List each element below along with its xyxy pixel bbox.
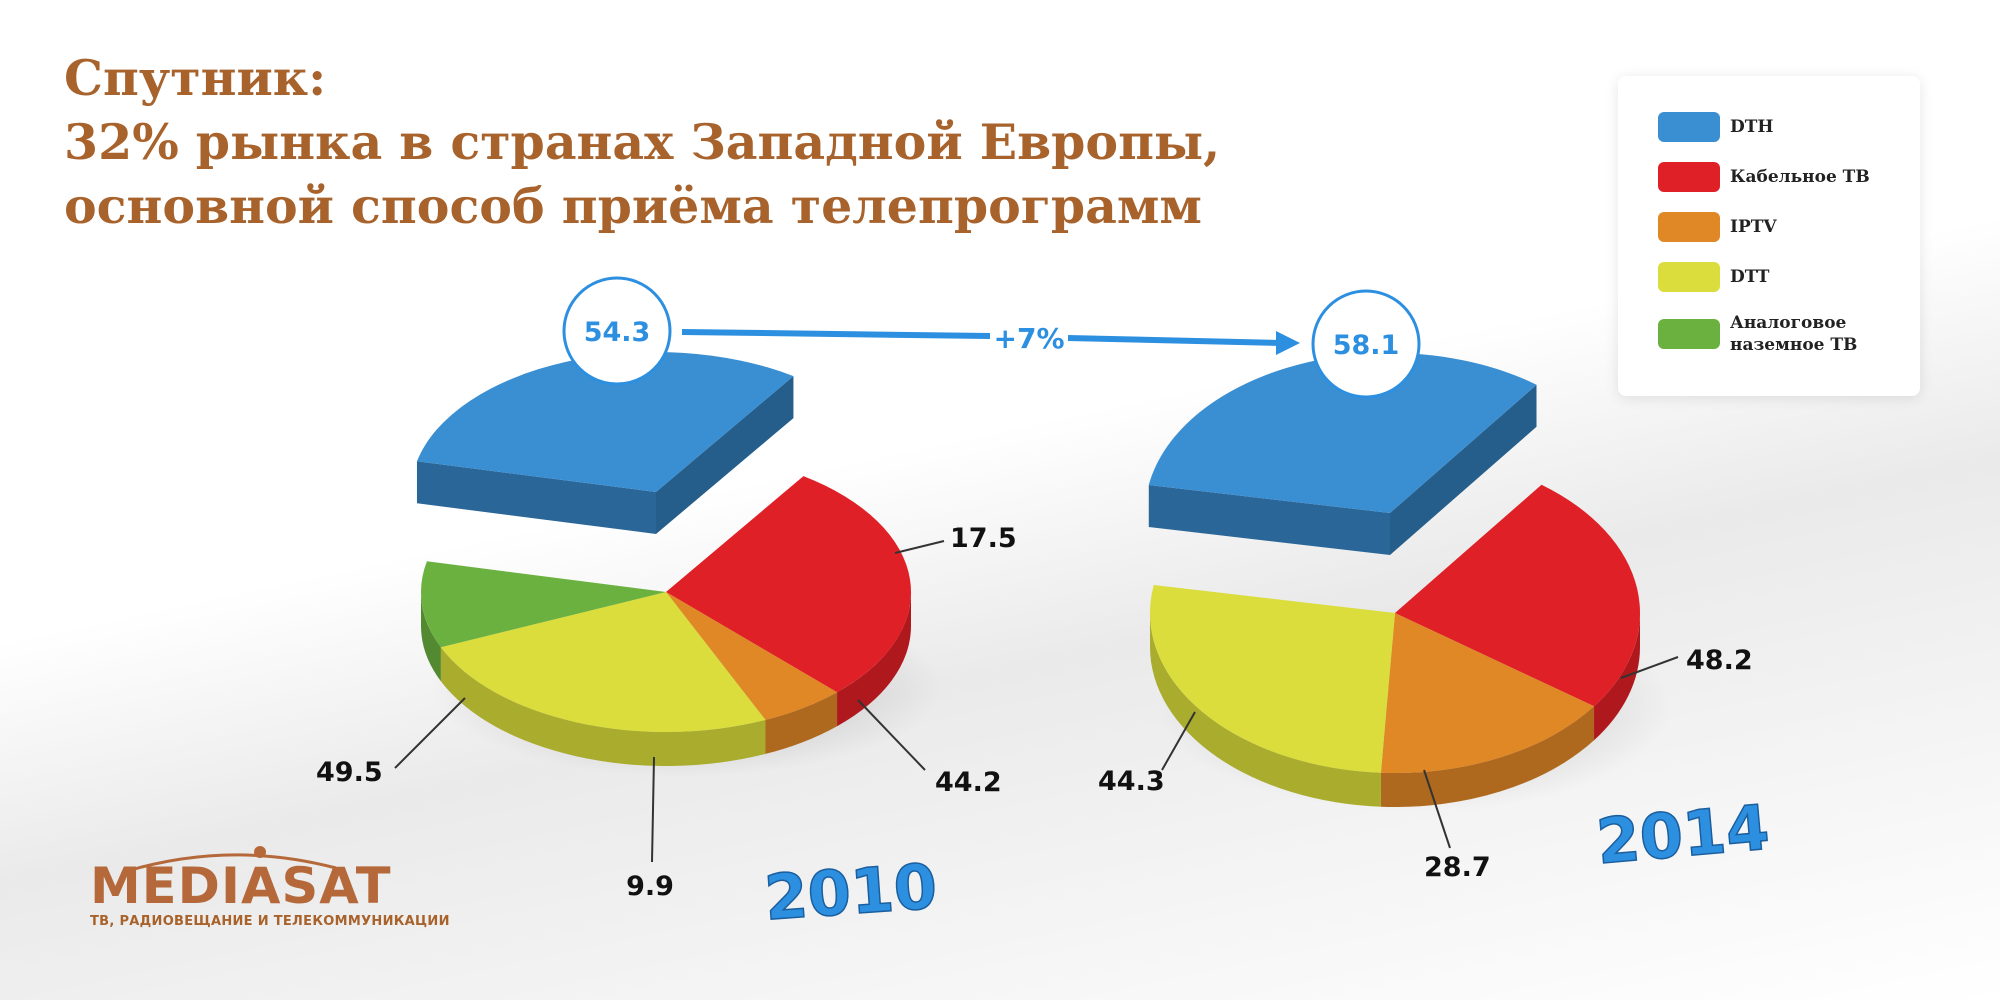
slice-iptv-2010 xyxy=(666,592,838,754)
slice-side xyxy=(1148,485,1390,555)
slice-side xyxy=(837,592,911,727)
legend-label-cable: Кабельное ТВ xyxy=(1730,167,1870,187)
dth-value-2010: 54.3 xyxy=(584,317,651,348)
slice-top xyxy=(666,592,838,720)
page-title: Спутник: 32% рынка в странах Западной Ев… xyxy=(64,46,1220,238)
slice-side xyxy=(765,692,838,754)
slice-analog-2010 xyxy=(420,561,666,682)
slice-cable-2010 xyxy=(666,476,911,727)
value-label-dtt-2010: 44.2 xyxy=(935,767,1002,798)
slice-side xyxy=(1390,384,1537,555)
legend-item-analog: Аналоговое наземное ТВ xyxy=(1658,312,1900,356)
slice-top xyxy=(416,351,794,492)
legend-swatch-cable xyxy=(1658,162,1720,192)
leader-line xyxy=(857,699,926,771)
legend-swatch-iptv xyxy=(1658,212,1720,242)
slice-dtt-2014 xyxy=(1150,585,1395,807)
slice-dtt-2010 xyxy=(440,592,766,767)
pie-2010 xyxy=(416,351,911,767)
slice-top xyxy=(1395,484,1640,707)
slice-top xyxy=(666,476,911,693)
leader-line xyxy=(394,697,466,769)
growth-label: +7% xyxy=(994,322,1065,355)
slice-top xyxy=(420,561,666,648)
slice-side xyxy=(1594,613,1640,741)
legend-label-analog: Аналоговое наземное ТВ xyxy=(1730,313,1858,355)
slice-iptv-2014 xyxy=(1380,613,1595,807)
value-label-iptv-2014: 28.7 xyxy=(1424,852,1491,883)
slice-top xyxy=(1148,352,1537,513)
legend-item-dtt: DTT xyxy=(1658,262,1900,292)
legend-swatch-analog xyxy=(1658,319,1720,349)
legend-label-dtt: DTT xyxy=(1730,267,1770,287)
leader-line xyxy=(894,540,945,554)
slice-side xyxy=(1380,706,1595,807)
dth-circle-2014 xyxy=(1311,289,1421,399)
legend-swatch-dth xyxy=(1658,112,1720,142)
slice-top xyxy=(440,592,766,732)
growth-arrow-left xyxy=(681,329,991,339)
leader-line xyxy=(1620,656,1679,679)
year-label-2014: 2014 xyxy=(1594,791,1772,879)
slice-dth-2014 xyxy=(1148,352,1537,555)
slice-side xyxy=(656,376,794,534)
arrow-head-icon xyxy=(1276,331,1300,355)
value-label-dtt-2014: 48.2 xyxy=(1686,645,1753,676)
title-line-1: Спутник: xyxy=(64,49,327,107)
dth-value-2014: 58.1 xyxy=(1333,330,1400,361)
leader-line xyxy=(651,756,655,863)
pie-2014 xyxy=(1148,352,1640,807)
title-line-2: 32% рынка в странах Западной Европы, xyxy=(64,113,1221,171)
legend-item-iptv: IPTV xyxy=(1658,212,1900,242)
leader-line xyxy=(1423,769,1451,849)
value-label-cable-2014: 44.3 xyxy=(1098,766,1165,797)
legend-swatch-dtt xyxy=(1658,262,1720,292)
slice-side xyxy=(416,461,656,534)
growth-arrow-right xyxy=(1067,335,1281,346)
legend-item-dth: DTH xyxy=(1658,112,1900,142)
value-label-iptv-2010: 9.9 xyxy=(626,871,674,902)
legend-label-iptv: IPTV xyxy=(1730,217,1777,237)
logo-name: MEDIASAT xyxy=(90,857,392,915)
chart-legend: DTH Кабельное ТВ IPTV DTT Аналоговое наз… xyxy=(1618,76,1920,396)
year-label-2010: 2010 xyxy=(762,850,939,935)
slice-side xyxy=(1150,613,1381,807)
value-label-analog-2010: 17.5 xyxy=(950,523,1017,554)
logo-orbit-icon xyxy=(123,846,337,874)
legend-label-dth: DTH xyxy=(1730,117,1774,137)
slice-cable-2014 xyxy=(1395,484,1640,741)
slice-dth-2010 xyxy=(416,351,794,534)
dth-circle-2010 xyxy=(562,276,672,386)
logo-tagline: ТВ, РАДИОВЕЩАНИЕ И ТЕЛЕКОММУНИКАЦИИ xyxy=(90,914,450,929)
slice-side xyxy=(440,647,766,767)
leader-line xyxy=(1161,711,1196,771)
title-line-3: основной способ приёма телепрограмм xyxy=(64,177,1202,235)
slice-top xyxy=(1380,613,1595,773)
legend-item-cable: Кабельное ТВ xyxy=(1658,162,1900,192)
slice-top xyxy=(1150,585,1395,773)
value-label-cable-2010: 49.5 xyxy=(316,757,383,788)
mediasat-logo: MEDIASAT ТВ, РАДИОВЕЩАНИЕ И ТЕЛЕКОММУНИК… xyxy=(90,846,450,929)
slice-side xyxy=(421,592,441,682)
